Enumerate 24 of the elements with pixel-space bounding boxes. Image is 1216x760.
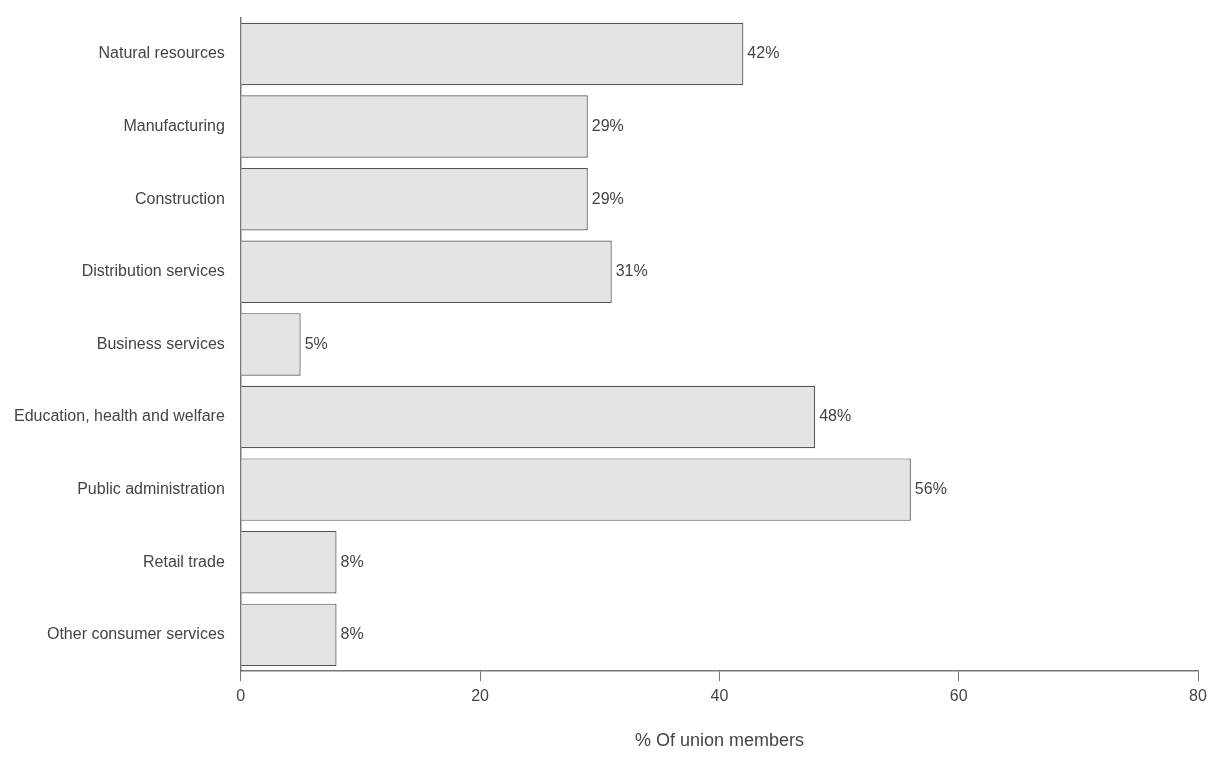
y-tick-label: Education, health and welfare (14, 407, 225, 425)
data-label: 56% (914, 480, 947, 498)
data-label: 29% (591, 189, 624, 207)
data-label: 29% (591, 116, 624, 134)
data-label: 8% (340, 552, 364, 570)
y-tick-label: Distribution services (81, 262, 225, 280)
data-label: 42% (747, 44, 780, 62)
data-label: 5% (304, 334, 328, 352)
x-tick-label: 20 (471, 687, 490, 705)
x-tick-label: 80 (1189, 687, 1207, 705)
y-tick-label: Public administration (77, 480, 225, 498)
x-tick-label: 60 (949, 687, 968, 705)
data-label: 31% (615, 262, 648, 280)
y-tick-label: Manufacturing (123, 116, 225, 134)
data-label: 48% (819, 407, 852, 425)
x-tick-label: 40 (710, 687, 729, 705)
x-axis-title: % Of union members (634, 730, 804, 751)
y-tick-label: Natural resources (98, 44, 225, 62)
x-tick-label: 0 (236, 687, 246, 705)
y-tick-label: Other consumer services (46, 625, 225, 643)
y-tick-label: Retail trade (142, 552, 225, 570)
y-tick-label: Business services (96, 334, 225, 352)
data-label: 8% (340, 625, 364, 643)
y-tick-label: Construction (134, 189, 225, 207)
